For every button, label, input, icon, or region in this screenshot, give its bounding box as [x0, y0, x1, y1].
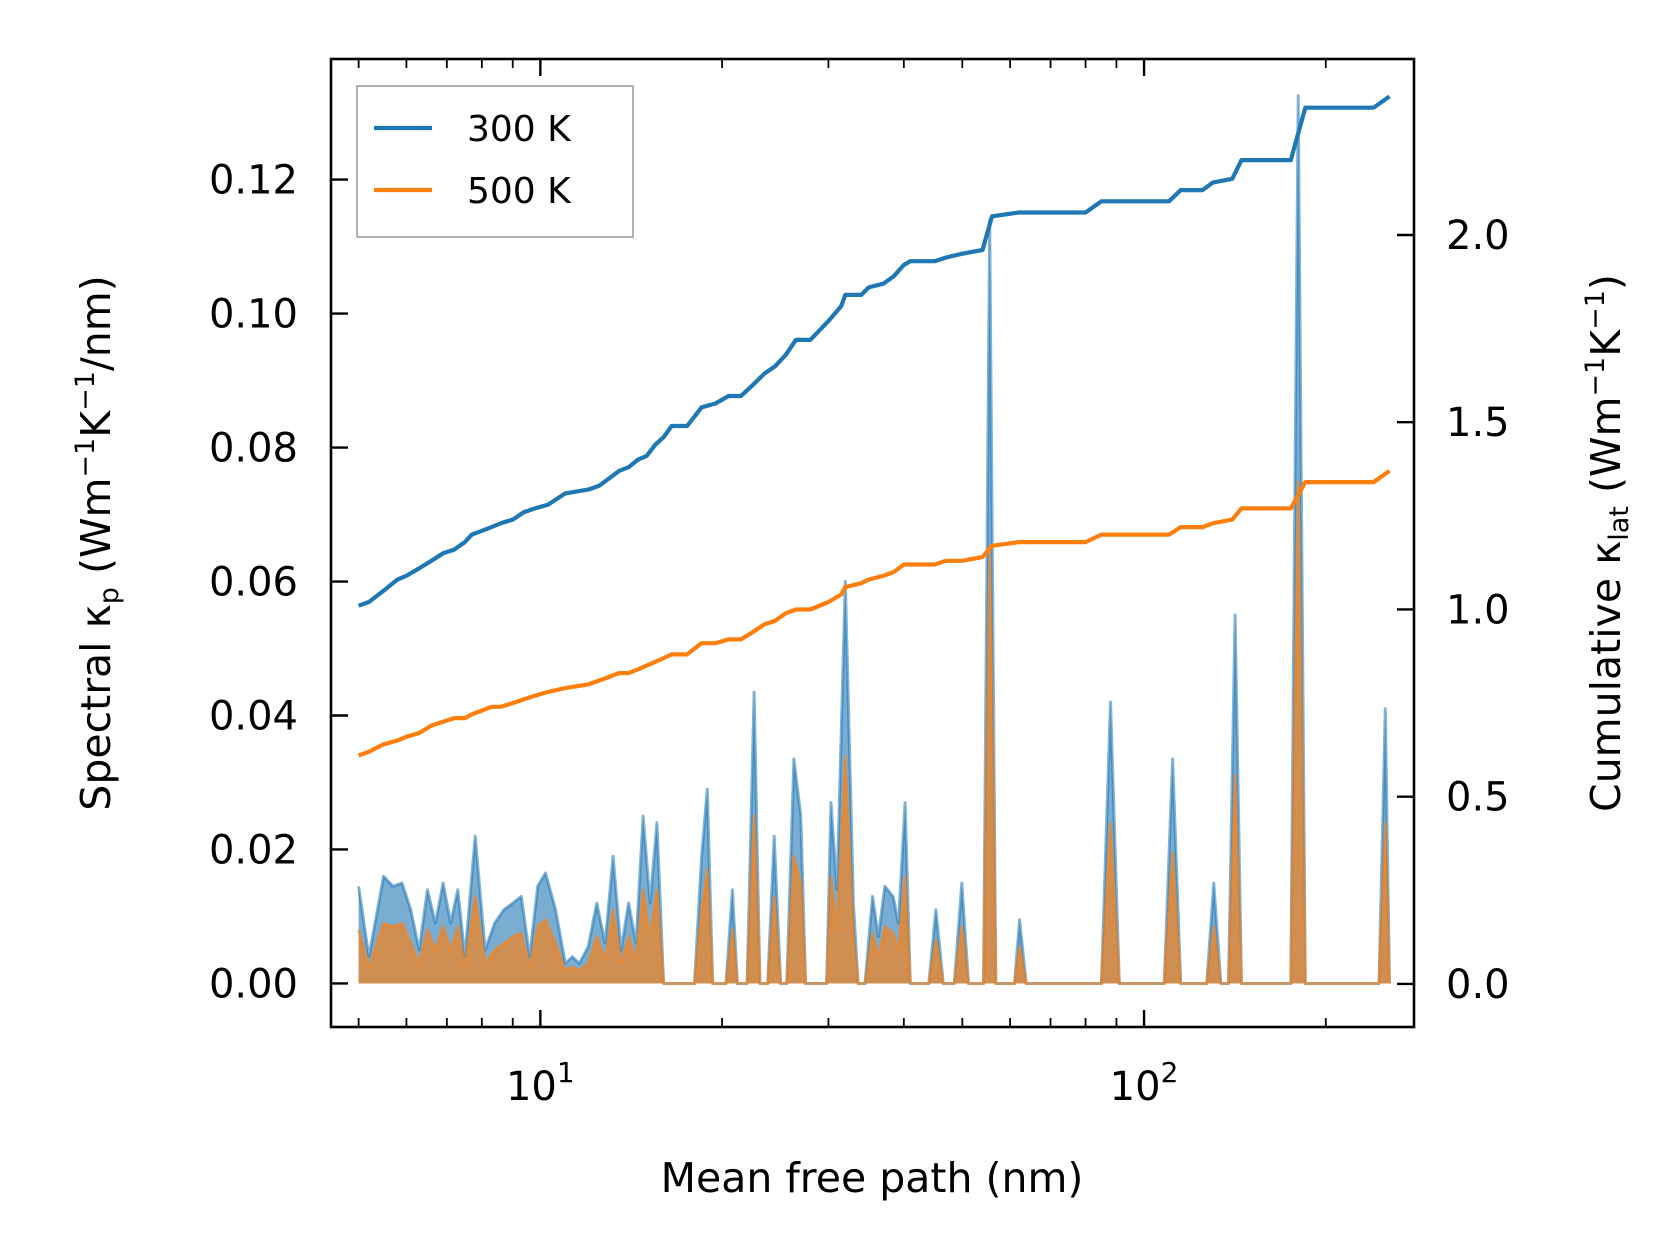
- right-y-tick-label: 0.5: [1446, 775, 1510, 821]
- left-y-tick-label: 0.10: [209, 292, 298, 338]
- spectral-line-300k: [357, 94, 1391, 985]
- cumulative-line-300k: [357, 94, 1391, 608]
- x-axis-title: Mean free path (nm): [661, 1154, 1084, 1202]
- x-tick-label: 102: [1110, 1056, 1179, 1110]
- left-y-tick-label: 0.00: [209, 961, 298, 1007]
- left-y-tick-label: 0.06: [209, 560, 298, 606]
- right-y-tick-label: 0.0: [1446, 962, 1510, 1008]
- axis-ticks: 0.00 0.02 0.04 0.06 0.08 0.10 0.12 0.0 0.5 1.0 1.5…: [209, 59, 1510, 1110]
- legend: 300 K 500 K: [356, 85, 634, 238]
- left-y-tick-label: 0.08: [209, 426, 298, 472]
- spectral-fill-layer: [357, 94, 1391, 985]
- x-tick-label: 101: [506, 1056, 575, 1110]
- right-y-tick-label: 1.5: [1446, 400, 1510, 446]
- plot-frame: [329, 57, 1416, 1029]
- cumulative-line-500k: [357, 469, 1391, 758]
- right-y-tick-label: 1.0: [1446, 587, 1510, 633]
- left-y-axis-title: Spectral κp (Wm−1K−1/nm): [70, 275, 125, 810]
- right-y-tick-label: 2.0: [1446, 213, 1510, 259]
- left-y-tick-label: 0.12: [209, 158, 298, 204]
- legend-label-300k: 300 K: [467, 109, 572, 150]
- spectral-line-500k: [357, 479, 1391, 985]
- cumulative-line-layer: [357, 94, 1391, 758]
- right-y-axis-title: Cumulative κlat (Wm−1K−1): [1580, 274, 1635, 812]
- legend-box: [356, 85, 634, 238]
- left-y-tick-label: 0.02: [209, 827, 298, 873]
- left-y-tick-label: 0.04: [209, 693, 298, 739]
- legend-label-500k: 500 K: [467, 171, 572, 212]
